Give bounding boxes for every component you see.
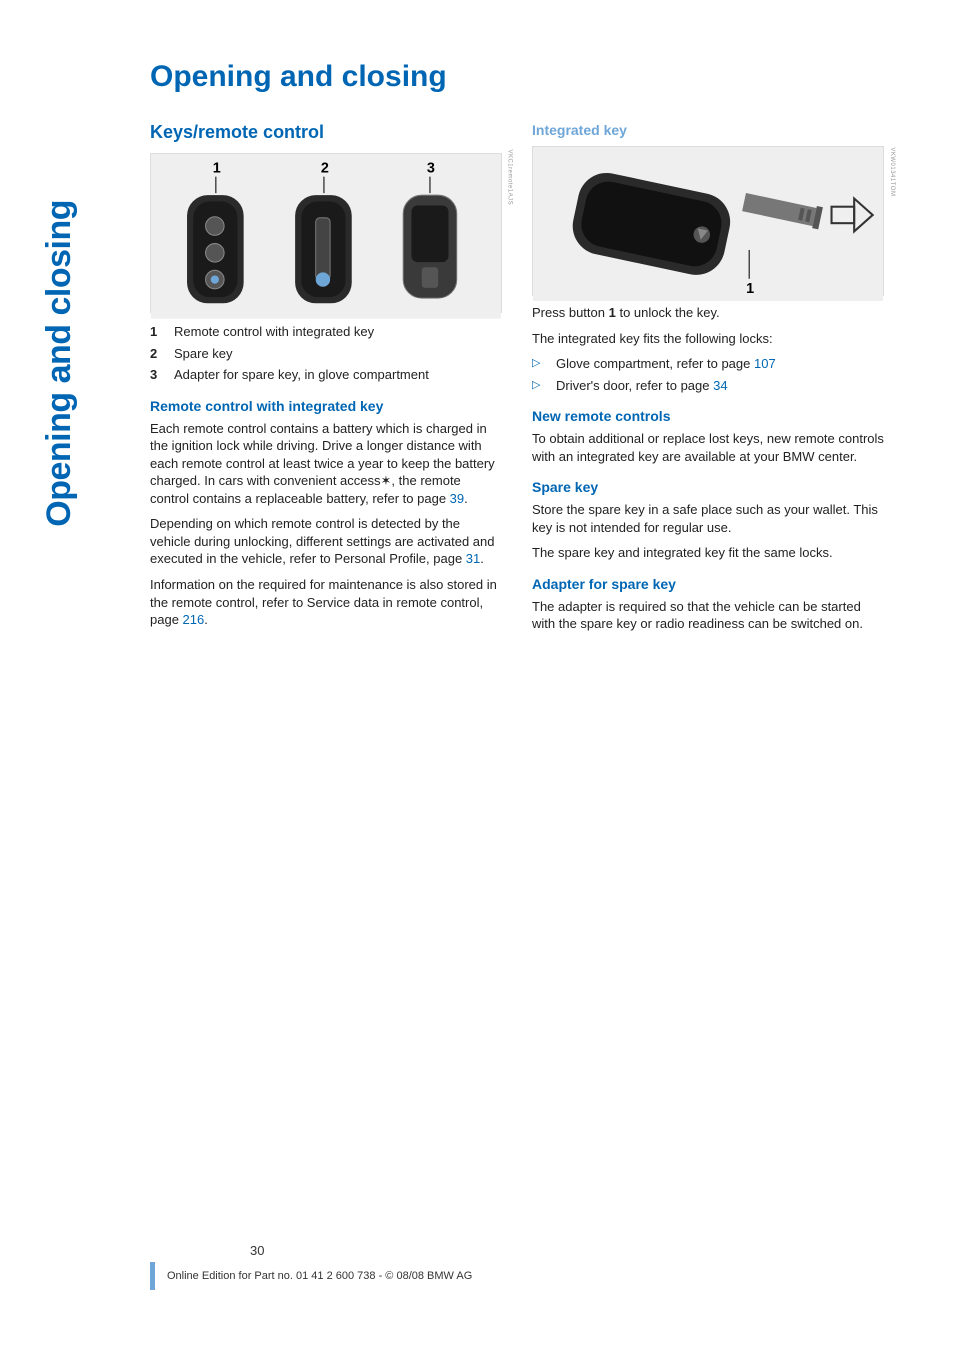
body-text: The adapter is required so that the vehi… [532, 598, 884, 633]
figure-code: VKC1remote1AJS [507, 149, 513, 205]
list-item: ▷ Driver's door, refer to page 34 [532, 377, 884, 395]
legend-num: 3 [150, 366, 174, 384]
figure-legend: 1 Remote control with integrated key 2 S… [150, 323, 502, 384]
legend-num: 1 [150, 323, 174, 341]
body-text: Press button 1 to unlock the key. [532, 304, 884, 322]
sub-remote-integrated: Remote control with integrated key [150, 398, 502, 414]
legend-text: Adapter for spare key, in glove compartm… [174, 366, 429, 384]
figure-code: VKW01341TOM [889, 147, 895, 196]
bullet-list: ▷ Glove compartment, refer to page 107 ▷… [532, 355, 884, 394]
page-footer: 30 Online Edition for Part no. 01 41 2 6… [150, 1243, 884, 1290]
footer-line: Online Edition for Part no. 01 41 2 600 … [150, 1262, 884, 1290]
triangle-icon: ▷ [532, 355, 556, 373]
legend-item: 1 Remote control with integrated key [150, 323, 502, 341]
list-item: ▷ Glove compartment, refer to page 107 [532, 355, 884, 373]
side-tab: Opening and closing [40, 200, 79, 527]
page-number: 30 [250, 1243, 884, 1258]
sub-new-remote: New remote controls [532, 408, 884, 424]
right-column: Integrated key [532, 122, 884, 641]
page-ref[interactable]: 216 [183, 612, 205, 627]
body-text: To obtain additional or replace lost key… [532, 430, 884, 465]
left-column: Keys/remote control 1 2 3 [150, 122, 502, 641]
section-keys-remote: Keys/remote control [150, 122, 502, 143]
svg-text:1: 1 [213, 161, 221, 177]
svg-text:1: 1 [746, 281, 754, 297]
body-text: Each remote control contains a battery w… [150, 420, 502, 508]
page-ref[interactable]: 107 [754, 356, 776, 371]
body-text: Information on the required for maintena… [150, 576, 502, 629]
chapter-title: Opening and closing [150, 60, 884, 94]
page-ref[interactable]: 34 [713, 378, 727, 393]
legend-item: 2 Spare key [150, 345, 502, 363]
body-text: Store the spare key in a safe place such… [532, 501, 884, 536]
body-text: The integrated key fits the following lo… [532, 330, 884, 348]
sub-adapter: Adapter for spare key [532, 576, 884, 592]
legend-num: 2 [150, 345, 174, 363]
triangle-icon: ▷ [532, 377, 556, 395]
footnote-star: ✶ [381, 473, 392, 488]
legend-text: Remote control with integrated key [174, 323, 374, 341]
sub-spare-key: Spare key [532, 479, 884, 495]
content-columns: Keys/remote control 1 2 3 [150, 122, 884, 641]
figure-integrated-key: 1 VKW01341TOM [532, 146, 884, 296]
sub-integrated-key: Integrated key [532, 122, 884, 138]
legend-text: Spare key [174, 345, 233, 363]
page-ref[interactable]: 39 [450, 491, 464, 506]
page-ref[interactable]: 31 [466, 551, 480, 566]
figure-keys: 1 2 3 [150, 153, 502, 313]
legend-item: 3 Adapter for spare key, in glove compar… [150, 366, 502, 384]
svg-text:2: 2 [321, 161, 329, 177]
body-text: Depending on which remote control is det… [150, 515, 502, 568]
svg-text:3: 3 [427, 161, 435, 177]
inline-bold: 1 [609, 305, 616, 320]
body-text: The spare key and integrated key fit the… [532, 544, 884, 562]
